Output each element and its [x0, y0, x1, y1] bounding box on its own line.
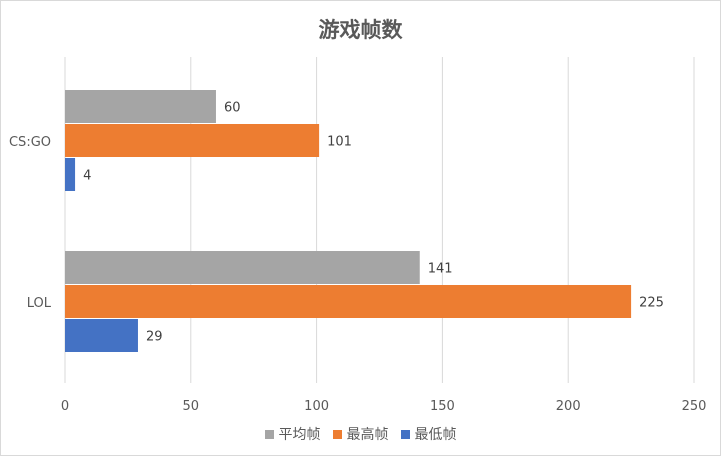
legend-swatch [332, 429, 342, 439]
legend-swatch [400, 429, 410, 439]
bar [65, 124, 320, 157]
x-tick-label: 0 [61, 399, 69, 414]
bar [65, 90, 216, 123]
chart-title: 游戏帧数 [318, 18, 403, 42]
category-label: LOL [27, 296, 52, 311]
legend-label: 平均帧 [278, 427, 321, 443]
x-tick-label: 100 [304, 399, 329, 414]
legend-item: 最低帧 [400, 424, 457, 444]
bar [65, 285, 632, 318]
legend-item: 最高帧 [332, 424, 389, 444]
data-label: 141 [428, 262, 453, 277]
data-label: 225 [639, 296, 664, 311]
data-label: 29 [146, 330, 163, 345]
legend-item: 平均帧 [264, 424, 321, 444]
bar [65, 319, 138, 352]
legend-label: 最低帧 [414, 427, 457, 443]
chart-legend: 平均帧 最高帧 最低帧 [0, 424, 721, 444]
data-label: 60 [224, 101, 241, 116]
x-tick-label: 200 [556, 399, 581, 414]
legend-label: 最高帧 [346, 427, 389, 443]
data-label: 101 [327, 135, 352, 150]
legend-swatch [264, 429, 274, 439]
x-tick-label: 150 [430, 399, 455, 414]
category-label: CS:GO [9, 135, 51, 150]
data-label: 4 [83, 169, 91, 184]
x-tick-label: 250 [682, 399, 707, 414]
bar [65, 158, 76, 191]
bar [65, 251, 420, 284]
x-tick-label: 50 [183, 399, 200, 414]
